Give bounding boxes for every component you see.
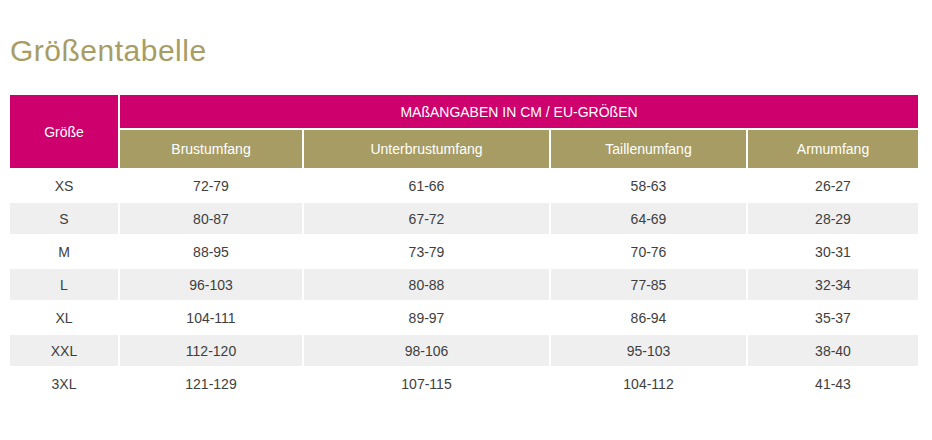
measurement-cell: 98-106 (304, 335, 549, 366)
size-label-cell: L (10, 269, 118, 300)
measurement-cell: 64-69 (551, 203, 746, 234)
table-row: S80-8767-7264-6928-29 (10, 203, 918, 234)
size-label-cell: XS (10, 170, 118, 201)
column-header-taillenumfang: Taillenumfang (551, 130, 746, 168)
table-row: XL104-11189-9786-9435-37 (10, 302, 918, 333)
measurement-cell: 96-103 (120, 269, 302, 300)
measurement-cell: 104-112 (551, 368, 746, 399)
size-label-cell: 3XL (10, 368, 118, 399)
measurement-cell: 107-115 (304, 368, 549, 399)
measurement-cell: 58-63 (551, 170, 746, 201)
table-row: L96-10380-8877-8532-34 (10, 269, 918, 300)
table-header: Größe MAßANGABEN IN CM / EU-GRÖßEN Brust… (10, 95, 918, 168)
measurement-cell: 26-27 (748, 170, 918, 201)
size-label-cell: XL (10, 302, 118, 333)
measurement-cell: 80-88 (304, 269, 549, 300)
page-title: Größentabelle (10, 34, 932, 68)
measurement-cell: 73-79 (304, 236, 549, 267)
measurement-cell: 35-37 (748, 302, 918, 333)
size-label-cell: XXL (10, 335, 118, 366)
measurement-cell: 67-72 (304, 203, 549, 234)
table-row: M88-9573-7970-7630-31 (10, 236, 918, 267)
column-header-armumfang: Armumfang (748, 130, 918, 168)
measurement-cell: 89-97 (304, 302, 549, 333)
table-row: XXL112-12098-10695-10338-40 (10, 335, 918, 366)
column-header-unterbrustumfang: Unterbrustumfang (304, 130, 549, 168)
measurement-cell: 86-94 (551, 302, 746, 333)
table-row: XS72-7961-6658-6326-27 (10, 170, 918, 201)
measurement-cell: 28-29 (748, 203, 918, 234)
group-header-row: Größe MAßANGABEN IN CM / EU-GRÖßEN (10, 95, 918, 128)
size-label-cell: S (10, 203, 118, 234)
corner-header-cell: Größe (10, 95, 118, 168)
size-label-cell: M (10, 236, 118, 267)
measurement-cell: 121-129 (120, 368, 302, 399)
measurement-cell: 95-103 (551, 335, 746, 366)
measurement-cell: 112-120 (120, 335, 302, 366)
measurement-cell: 38-40 (748, 335, 918, 366)
group-header-cell: MAßANGABEN IN CM / EU-GRÖßEN (120, 95, 918, 128)
measurement-cell: 77-85 (551, 269, 746, 300)
measurement-cell: 70-76 (551, 236, 746, 267)
measurement-cell: 61-66 (304, 170, 549, 201)
measurement-cell: 72-79 (120, 170, 302, 201)
measurement-cell: 88-95 (120, 236, 302, 267)
table-body: XS72-7961-6658-6326-27S80-8767-7264-6928… (10, 170, 918, 399)
measurement-cell: 41-43 (748, 368, 918, 399)
column-header-brustumfang: Brustumfang (120, 130, 302, 168)
size-chart-page: Größentabelle Größe MAßANGABEN IN CM / E… (0, 0, 932, 440)
measurement-cell: 32-34 (748, 269, 918, 300)
measurement-cell: 80-87 (120, 203, 302, 234)
size-table: Größe MAßANGABEN IN CM / EU-GRÖßEN Brust… (8, 93, 920, 401)
table-row: 3XL121-129107-115104-11241-43 (10, 368, 918, 399)
measurement-cell: 104-111 (120, 302, 302, 333)
measurement-cell: 30-31 (748, 236, 918, 267)
column-header-row: Brustumfang Unterbrustumfang Taillenumfa… (10, 130, 918, 168)
